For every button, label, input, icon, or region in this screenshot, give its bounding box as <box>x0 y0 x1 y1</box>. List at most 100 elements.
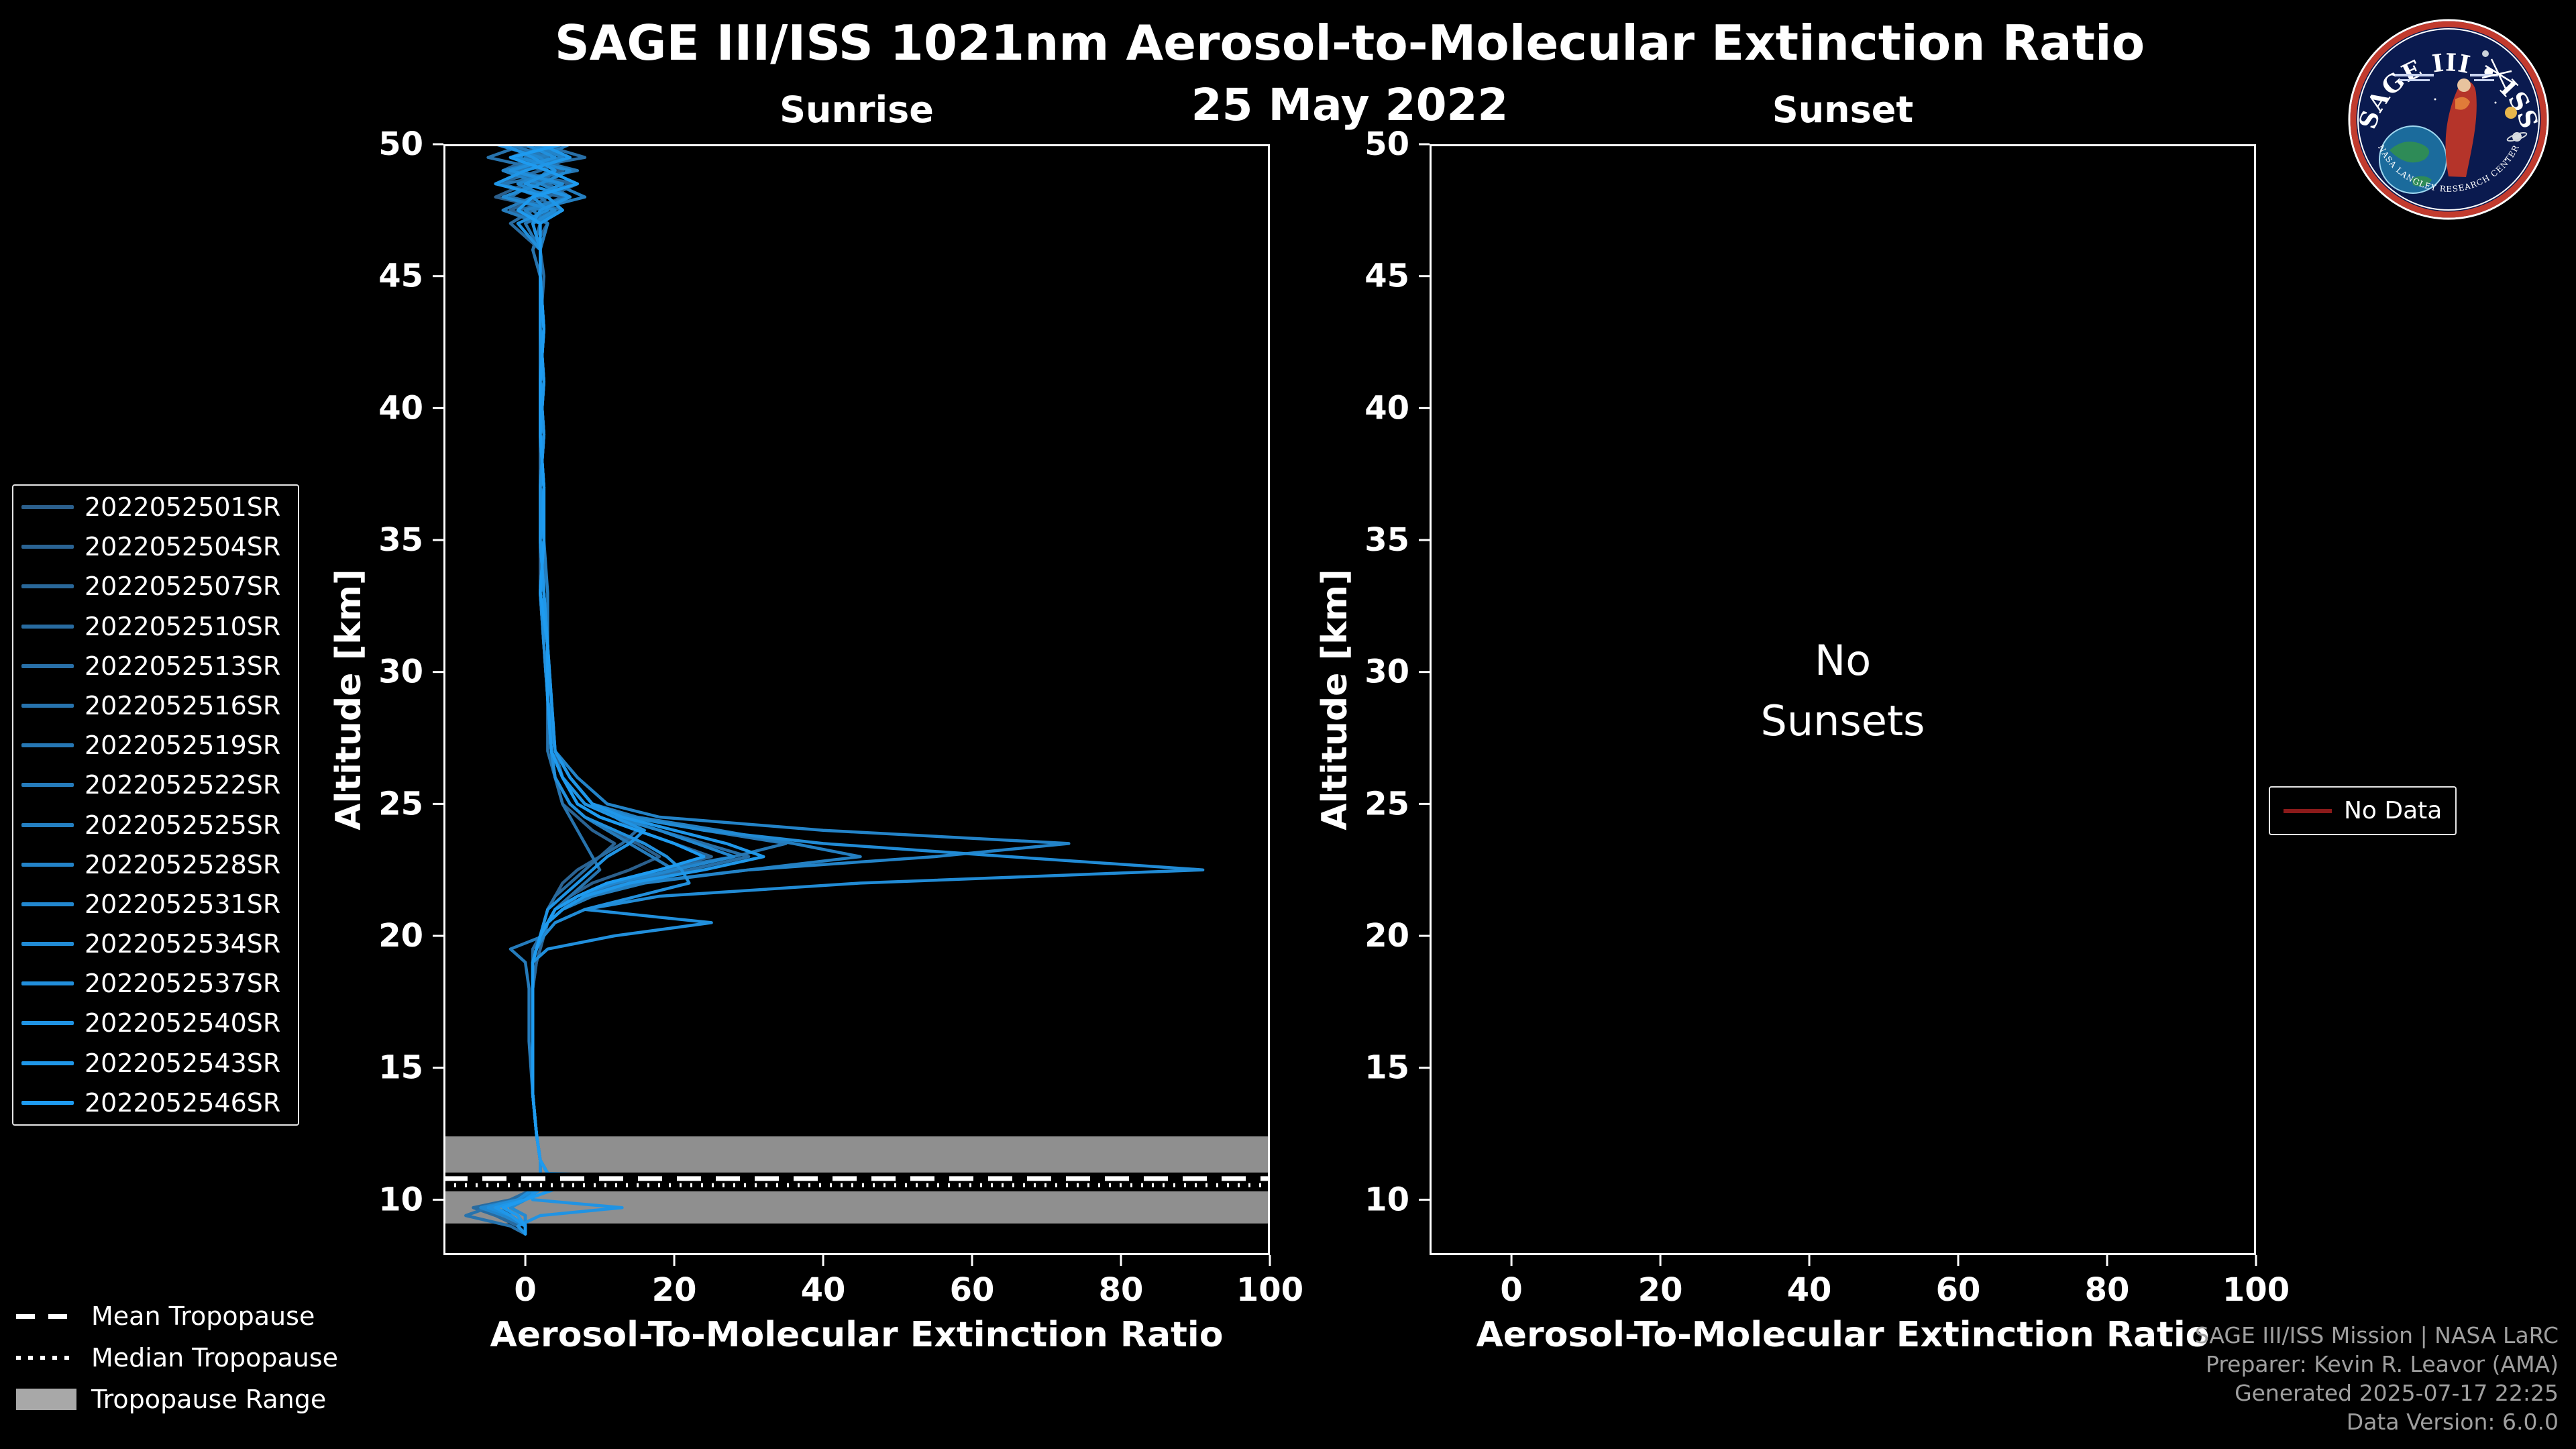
legend-item: 2022052546SR <box>21 1088 290 1118</box>
figure-date: 25 May 2022 <box>1191 79 1509 131</box>
legend-line-sample <box>21 942 74 947</box>
y-tick-label: 35 <box>378 521 423 559</box>
legend-label: 2022052534SR <box>85 929 281 959</box>
profile-line-2022052540SR <box>501 144 646 1236</box>
legend-label: 2022052546SR <box>85 1087 281 1118</box>
profile-line-2022052534SR <box>501 144 1205 1236</box>
x-tick-label: 40 <box>801 1271 846 1309</box>
x-tick-label: 100 <box>2222 1271 2290 1309</box>
profile-line-2022052501SR <box>494 144 661 1236</box>
legend-label: 2022052525SR <box>85 810 281 840</box>
sunrise-plot-area: 10 15 20 25 30 35 40 45 50 0 20 40 60 80 100 <box>378 125 1303 1309</box>
legend-label: 2022052528SR <box>85 849 281 879</box>
dashed-line-sample <box>16 1313 76 1319</box>
logo-iss-sketch <box>2481 58 2514 91</box>
legend-item: 2022052507SR <box>21 572 290 601</box>
footer-preparer-line: Preparer: Kevin R. Leavor (AMA) <box>2206 1351 2559 1378</box>
y-tick-label: 50 <box>378 125 423 163</box>
y-tick-label: 35 <box>1364 521 1409 559</box>
profile-line-2022052528SR <box>501 144 1071 1236</box>
sunset-y-axis-label: Altitude [km] <box>1315 569 1355 830</box>
logo-moon <box>2482 50 2489 57</box>
legend-item: 2022052516SR <box>21 691 290 720</box>
x-tick-label: 0 <box>1500 1271 1522 1309</box>
median-tropopause-legend-item: Median Tropopause <box>16 1343 338 1373</box>
legend-line-sample <box>21 584 74 589</box>
legend-label: 2022052513SR <box>85 651 281 681</box>
y-tick-label: 40 <box>378 389 423 427</box>
profile-legend: 2022052501SR 2022052504SR 2022052507SR 2022… <box>12 484 299 1126</box>
legend-label: 2022052516SR <box>85 690 281 720</box>
profile-line-2022052519SR <box>501 144 788 1236</box>
legend-line-sample <box>21 703 74 708</box>
legend-item: 2022052531SR <box>21 890 290 919</box>
legend-item: 2022052534SR <box>21 929 290 959</box>
legend-label: 2022052519SR <box>85 731 281 761</box>
legend-label: 2022052531SR <box>85 889 281 919</box>
sage-iss-mission-logo: SAGE III • ISS NASA LANGLEY RESEARCH CEN… <box>2348 19 2549 220</box>
sunset-plot-area: 10 15 20 25 30 35 40 45 50 0 20 40 60 80 100 <box>1364 125 2290 1309</box>
legend-line-sample <box>21 862 74 867</box>
sunset-panel-title: Sunset <box>1772 89 1914 131</box>
legend-line-sample <box>21 663 74 668</box>
legend-label: 2022052504SR <box>85 532 281 562</box>
legend-item: 2022052519SR <box>21 731 290 760</box>
x-tick-label: 0 <box>514 1271 536 1309</box>
axes-frame <box>1430 144 2256 1255</box>
profile-line-2022052522SR <box>494 144 676 1236</box>
no-data-line-sample <box>2284 808 2332 813</box>
logo-subtext-bar <box>2395 74 2434 76</box>
logo-red-ring <box>2350 21 2547 218</box>
y-tick-label: 45 <box>1364 258 1409 295</box>
tropopause-range-label: Tropopause Range <box>91 1385 327 1414</box>
y-tick-label: 50 <box>1364 125 1409 163</box>
tropopause-legend: Mean Tropopause Median Tropopause Tropop… <box>16 1301 338 1414</box>
mean-tropopause-legend-item: Mean Tropopause <box>16 1301 338 1331</box>
legend-line-sample <box>21 743 74 748</box>
legend-line-sample <box>21 1061 74 1065</box>
x-tick-label: 40 <box>1787 1271 1832 1309</box>
y-tick-label: 30 <box>378 653 423 691</box>
logo-planet <box>2505 107 2517 119</box>
profile-line-2022052504SR <box>494 144 616 1236</box>
y-tick-label: 10 <box>378 1181 423 1218</box>
legend-line-sample <box>21 624 74 629</box>
legend-line-sample <box>21 505 74 509</box>
x-tick-label: 60 <box>950 1271 995 1309</box>
x-tick-label: 20 <box>1638 1271 1683 1309</box>
sunrise-x-axis-label: Aerosol-To-Molecular Extinction Ratio <box>490 1315 1224 1355</box>
profile-line-2022052510SR <box>472 144 639 1236</box>
y-tick-label: 40 <box>1364 389 1409 427</box>
legend-item: 2022052525SR <box>21 810 290 840</box>
legend-item: 2022052501SR <box>21 492 290 522</box>
y-tick-label: 20 <box>1364 917 1409 955</box>
legend-label: 2022052510SR <box>85 611 281 641</box>
footer-credits: SAGE III/ISS Mission | NASA LaRC Prepare… <box>2195 1322 2559 1437</box>
legend-line-sample <box>21 1100 74 1105</box>
logo-figure <box>2445 81 2477 178</box>
profile-line-2022052543SR <box>494 144 765 1236</box>
legend-item: 2022052528SR <box>21 850 290 879</box>
x-tick-label: 20 <box>652 1271 697 1309</box>
x-tick-label: 80 <box>1099 1271 1144 1309</box>
sunset-x-axis-label: Aerosol-To-Molecular Extinction Ratio <box>1476 1315 2210 1355</box>
axes-frame <box>443 144 1270 1255</box>
gray-band-sample <box>16 1389 76 1410</box>
y-tick-label: 45 <box>378 258 423 295</box>
legend-label: 2022052537SR <box>85 969 281 999</box>
legend-label: 2022052507SR <box>85 572 281 602</box>
y-tick-label: 25 <box>378 785 423 822</box>
legend-line-sample <box>21 822 74 827</box>
mean-tropopause-label: Mean Tropopause <box>91 1301 315 1331</box>
legend-item: 2022052510SR <box>21 612 290 641</box>
profile-line-2022052525SR <box>501 144 862 1236</box>
legend-label: 2022052540SR <box>85 1008 281 1038</box>
legend-item: 2022052540SR <box>21 1008 290 1038</box>
legend-label: 2022052501SR <box>85 492 281 522</box>
profile-line-2022052531SR <box>479 144 736 1236</box>
legend-line-sample <box>21 783 74 788</box>
profile-line-2022052537SR <box>486 144 713 1236</box>
y-tick-label: 30 <box>1364 653 1409 691</box>
x-tick-label: 100 <box>1236 1271 1303 1309</box>
median-tropopause-label: Median Tropopause <box>91 1343 338 1373</box>
